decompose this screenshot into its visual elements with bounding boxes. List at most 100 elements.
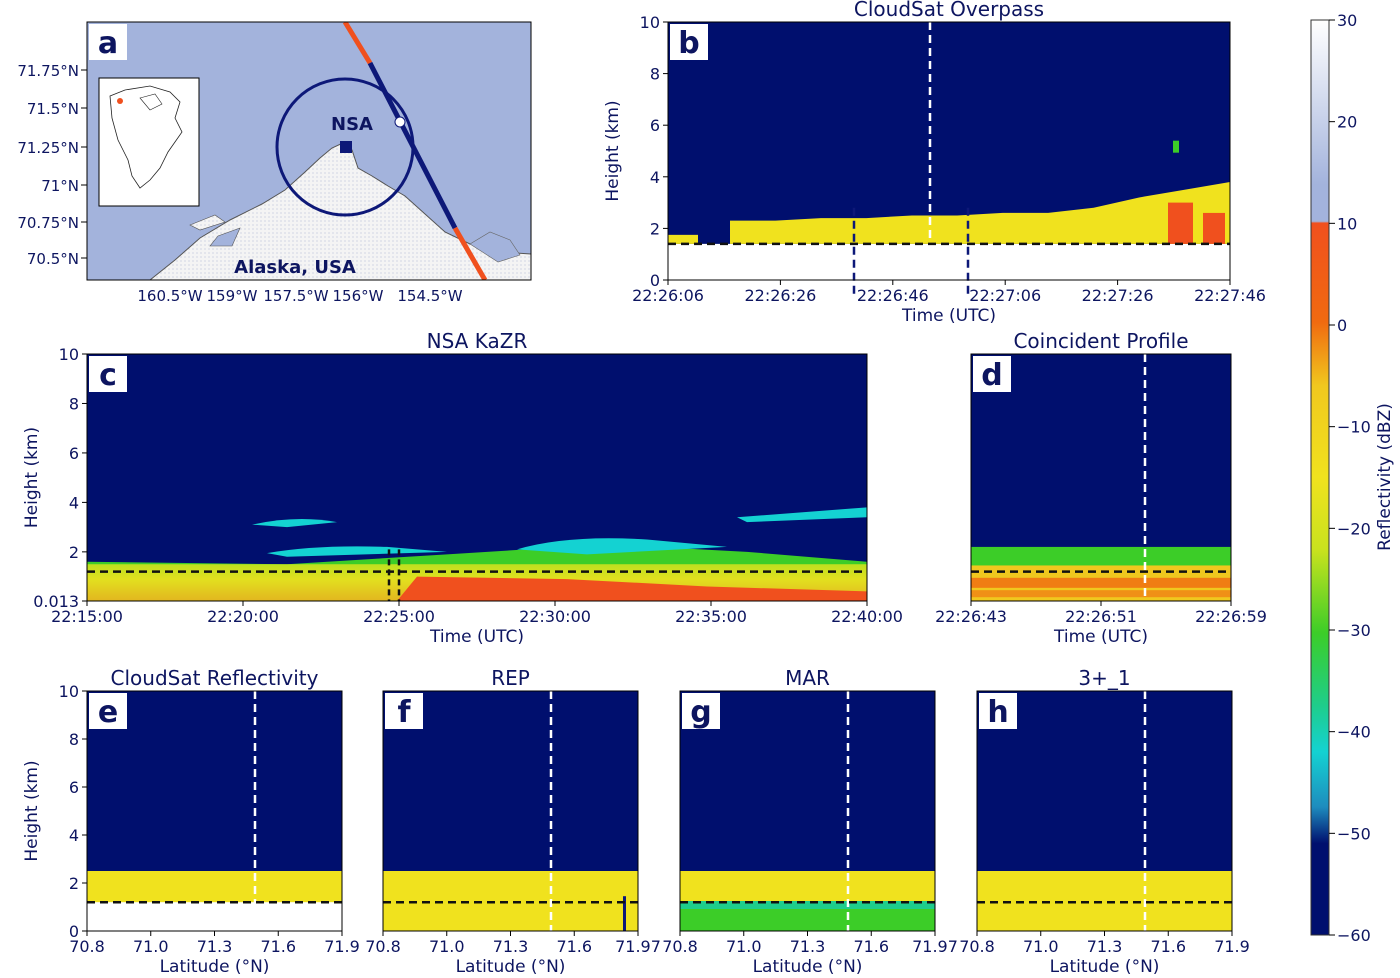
x-tick-label: 71.97 bbox=[912, 937, 958, 956]
panel-letter-d: d bbox=[981, 358, 1002, 393]
x-tick-label: 71.0 bbox=[1023, 937, 1059, 956]
x-tick-label: 71.6 bbox=[260, 937, 296, 956]
y-tick-label: 6 bbox=[69, 778, 79, 797]
colorbar-tick-label: −50 bbox=[1337, 824, 1371, 843]
lat-tick-label: 70.75°N bbox=[17, 214, 79, 232]
colorbar-tick-label: 10 bbox=[1337, 214, 1357, 233]
nsa-site-marker bbox=[340, 141, 352, 153]
panel-h-title: 3+_1 bbox=[1078, 666, 1130, 690]
x-tick-label: 71.3 bbox=[493, 937, 529, 956]
y-tick-label: 6 bbox=[650, 116, 660, 135]
y-tick-label: 0.013 bbox=[33, 592, 79, 611]
x-axis-label: Latitude (°N) bbox=[456, 957, 566, 977]
panel-letter-box bbox=[682, 693, 720, 729]
y-tick-label: 4 bbox=[650, 168, 660, 187]
track-segment-red-south bbox=[452, 226, 488, 280]
colorbar: 30 20 10 0 −10 −20 −30 −40 −50 −60 Reflectivity (… bbox=[1310, 11, 1395, 945]
panel-letter-c: c bbox=[99, 358, 117, 393]
x-tick-label: 22:27:06 bbox=[969, 286, 1041, 305]
x-tick-label: 70.8 bbox=[662, 937, 698, 956]
x-tick-label: 22:26:26 bbox=[744, 286, 816, 305]
lower-layer-top bbox=[680, 901, 935, 909]
colorbar-tick-label: −10 bbox=[1337, 418, 1371, 437]
y-tick-label: 2 bbox=[69, 543, 79, 562]
panel-letter-box bbox=[385, 693, 423, 729]
lat-tick-label: 70.5°N bbox=[27, 250, 79, 268]
panel-letter-h: h bbox=[987, 695, 1008, 730]
region-label: Alaska, USA bbox=[234, 257, 356, 278]
panel-letter-b: b bbox=[678, 26, 699, 61]
x-tick-label: 71.0 bbox=[726, 937, 762, 956]
cloud-layer bbox=[977, 871, 1232, 931]
x-tick-label: 22:30:00 bbox=[519, 607, 591, 626]
x-tick-label: 22:40:00 bbox=[831, 607, 903, 626]
x-axis-label: Time (UTC) bbox=[1053, 627, 1148, 647]
lat-tick-label: 71°N bbox=[41, 177, 79, 195]
panel-b: b CloudSat Overpass 22:26:06 22:26:26 22:26:… bbox=[603, 0, 1266, 326]
reflectivity-band-orange-2 bbox=[971, 590, 1231, 598]
inset-map bbox=[98, 77, 200, 207]
y-tick-label: 10 bbox=[59, 682, 79, 701]
panel-frame bbox=[86, 353, 868, 602]
cloud-layer-start bbox=[668, 234, 698, 244]
y-tick-label: 8 bbox=[69, 730, 79, 749]
x-tick-label: 71.6 bbox=[853, 937, 889, 956]
panel-h: h 3+_1 70.8 71.0 71.3 71.6 71.9 Latitude (°N) bbox=[959, 666, 1250, 977]
cloud-fragment bbox=[1173, 140, 1179, 153]
panel-letter-box bbox=[979, 693, 1017, 729]
lat-tick-label: 71.25°N bbox=[17, 139, 79, 157]
cloud-top-cyan-2 bbox=[517, 538, 727, 555]
x-tick-label: 71.97 bbox=[615, 937, 661, 956]
cloud-core-red bbox=[1168, 202, 1193, 244]
x-tick-label: 71.9 bbox=[1214, 937, 1250, 956]
colorbar-tick-label: 0 bbox=[1337, 316, 1347, 335]
y-tick-label: 10 bbox=[640, 13, 660, 32]
colorbar-tick-label: −30 bbox=[1337, 621, 1371, 640]
y-tick-label: 8 bbox=[69, 394, 79, 413]
y-tick-label: 0 bbox=[650, 271, 660, 290]
x-tick-label: 71.0 bbox=[429, 937, 465, 956]
x-axis-label: Latitude (°N) bbox=[1050, 957, 1160, 977]
lon-tick-label: 160.5°W bbox=[137, 287, 202, 305]
y-tick-label: 8 bbox=[650, 65, 660, 84]
panel-b-title: CloudSat Overpass bbox=[854, 0, 1044, 21]
colorbar-tick-label: −40 bbox=[1337, 723, 1371, 742]
x-axis-label: Time (UTC) bbox=[429, 627, 524, 647]
x-axis-label: Time (UTC) bbox=[901, 306, 996, 326]
panel-f: f REP 70.8 71.0 71.3 71.6 71.97 Latitude (°N) bbox=[365, 666, 661, 977]
panel-c: c NSA KaZR 22:15:00 22:20:00 22:25:00 22:30:0… bbox=[22, 329, 903, 647]
x-axis-label: Latitude (°N) bbox=[160, 957, 270, 977]
y-tick-label: 4 bbox=[69, 493, 79, 512]
panel-e-title: CloudSat Reflectivity bbox=[111, 666, 319, 690]
panel-letter-g: g bbox=[690, 695, 711, 730]
lat-tick-label: 71.75°N bbox=[17, 62, 79, 80]
upper-cloud-fragment-2 bbox=[737, 507, 867, 523]
y-tick-label: 0 bbox=[69, 922, 79, 941]
x-tick-label: 22:35:00 bbox=[675, 607, 747, 626]
panel-a-map: NSA Alaska, USA a 71.75°N71.5°N71.25°N71… bbox=[17, 21, 532, 305]
x-tick-label: 22:26:43 bbox=[935, 607, 1007, 626]
y-tick-label: 6 bbox=[69, 444, 79, 463]
blind-zone bbox=[668, 243, 1230, 280]
x-tick-label: 71.9 bbox=[324, 937, 360, 956]
inset-location-marker bbox=[117, 98, 123, 104]
colorbar-gradient bbox=[1310, 19, 1330, 936]
closest-approach-marker bbox=[394, 116, 406, 128]
lat-ticks: 71.75°N 71.5°N 71.25°N 71°N 70.75°N 70.5°N bbox=[17, 62, 87, 268]
y-axis-label: Height (km) bbox=[22, 427, 42, 528]
panel-letter-box bbox=[973, 356, 1011, 392]
reflectivity-band-orange bbox=[971, 577, 1231, 588]
panel-letter-box bbox=[89, 693, 127, 729]
x-tick-label: 70.8 bbox=[365, 937, 401, 956]
site-label: NSA bbox=[331, 114, 373, 135]
cloud-layer bbox=[383, 871, 638, 931]
colorbar-ticks: 30 20 10 0 −10 −20 −30 −40 −50 −60 bbox=[1329, 11, 1371, 945]
x-tick-label: 71.0 bbox=[133, 937, 169, 956]
cloud-top-cyan bbox=[267, 546, 447, 557]
column-artifact bbox=[623, 896, 626, 931]
x-tick-label: 71.3 bbox=[790, 937, 826, 956]
lat-tick-label: 71.5°N bbox=[27, 100, 79, 118]
x-axis-label: Latitude (°N) bbox=[753, 957, 863, 977]
panel-letter-box bbox=[89, 356, 127, 392]
